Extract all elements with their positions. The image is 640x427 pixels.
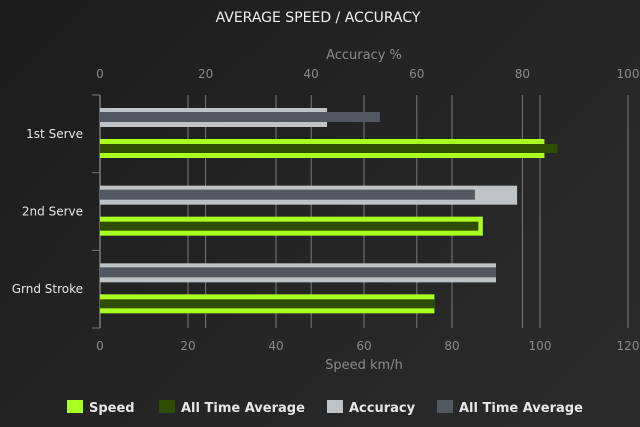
bar-speed-all-time-average	[100, 144, 558, 153]
bar-accuracy-all-time-average	[100, 112, 380, 122]
bottom-tick-label: 20	[180, 339, 195, 353]
top-tick-label: 100	[617, 67, 640, 81]
bottom-tick-label: 40	[268, 339, 283, 353]
legend-swatch	[327, 400, 343, 413]
legend-label: All Time Average	[181, 401, 305, 416]
category-label: 2nd Serve	[22, 205, 83, 219]
bottom-tick-label: 60	[356, 339, 371, 353]
bottom-tick-label: 120	[617, 339, 640, 353]
bottom-tick-label: 0	[96, 339, 104, 353]
chart-title: AVERAGE SPEED / ACCURACY	[216, 10, 421, 26]
top-tick-label: 60	[409, 67, 424, 81]
bottom-axis-label: Speed km/h	[325, 358, 403, 373]
category-label: 1st Serve	[26, 127, 83, 141]
legend-label: All Time Average	[459, 401, 583, 416]
bar-speed-all-time-average	[100, 221, 479, 231]
top-tick-label: 40	[304, 67, 319, 81]
legend-swatch	[437, 400, 453, 413]
legend-swatch	[159, 400, 175, 413]
bottom-tick-label: 100	[529, 339, 552, 353]
legend-swatch	[67, 400, 83, 413]
category-label: Grnd Stroke	[12, 282, 83, 296]
top-tick-label: 20	[198, 67, 213, 81]
legend: Speed All Time Average Accuracy All Time Av…	[67, 400, 583, 416]
legend-label: Speed	[89, 401, 135, 416]
bar-speed-all-time-average	[100, 299, 435, 309]
bar-accuracy-all-time-average	[100, 267, 496, 278]
top-tick-label: 0	[96, 67, 104, 81]
bar-accuracy-all-time-average	[100, 189, 475, 200]
bottom-tick-label: 80	[444, 339, 459, 353]
top-tick-label: 80	[515, 67, 530, 81]
top-axis-label: Accuracy %	[326, 48, 402, 63]
legend-label: Accuracy	[349, 401, 416, 416]
